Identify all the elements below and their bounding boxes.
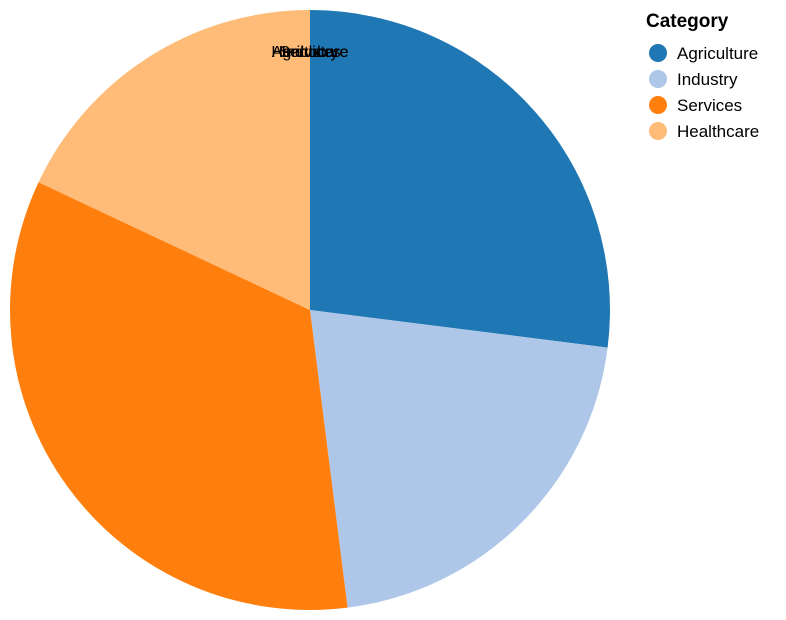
legend-label-agriculture: Agriculture	[677, 44, 758, 63]
slice-services[interactable]	[10, 182, 348, 610]
legend-swatch-industry	[649, 70, 667, 88]
legend-label-services: Services	[677, 96, 742, 115]
pie-slices	[10, 10, 610, 610]
legend-label-healthcare: Healthcare	[677, 122, 759, 141]
slice-label-healthcare: Healthcare	[271, 44, 348, 61]
slice-label-services: Services	[279, 44, 340, 61]
legend-swatch-agriculture	[649, 44, 667, 62]
legend-swatch-healthcare	[649, 122, 667, 140]
legend: Category Agriculture Industry Services Heal…	[646, 11, 759, 141]
legend-label-industry: Industry	[677, 70, 738, 89]
slice-industry[interactable]	[310, 310, 608, 608]
legend-title: Category	[646, 11, 729, 32]
slice-label-industry: Industry	[282, 44, 339, 61]
slice-label-agriculture: Agriculture	[272, 44, 349, 61]
legend-items: Agriculture Industry Services Healthcare	[649, 44, 759, 141]
slice-healthcare[interactable]	[38, 10, 311, 310]
legend-swatch-services	[649, 96, 667, 114]
slice-agriculture[interactable]	[310, 10, 610, 348]
